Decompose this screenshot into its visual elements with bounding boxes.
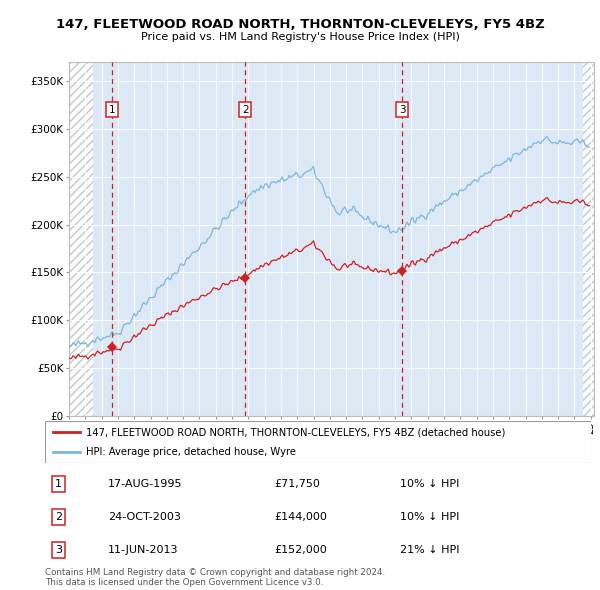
Text: £152,000: £152,000	[274, 545, 327, 555]
Text: 3: 3	[55, 545, 62, 555]
Text: 147, FLEETWOOD ROAD NORTH, THORNTON-CLEVELEYS, FY5 4BZ (detached house): 147, FLEETWOOD ROAD NORTH, THORNTON-CLEV…	[86, 427, 505, 437]
Text: 1: 1	[55, 478, 62, 489]
Text: 11-JUN-2013: 11-JUN-2013	[108, 545, 178, 555]
Text: Price paid vs. HM Land Registry's House Price Index (HPI): Price paid vs. HM Land Registry's House …	[140, 32, 460, 42]
Bar	[69, 62, 94, 416]
Text: 147, FLEETWOOD ROAD NORTH, THORNTON-CLEVELEYS, FY5 4BZ: 147, FLEETWOOD ROAD NORTH, THORNTON-CLEV…	[56, 18, 544, 31]
Text: 17-AUG-1995: 17-AUG-1995	[108, 478, 182, 489]
Text: 2: 2	[242, 105, 248, 115]
Text: £144,000: £144,000	[274, 512, 327, 522]
Bar	[583, 62, 594, 416]
Text: 2: 2	[55, 512, 62, 522]
Text: 3: 3	[399, 105, 406, 115]
Text: 24-OCT-2003: 24-OCT-2003	[108, 512, 181, 522]
Text: HPI: Average price, detached house, Wyre: HPI: Average price, detached house, Wyre	[86, 447, 296, 457]
Text: 21% ↓ HPI: 21% ↓ HPI	[400, 545, 460, 555]
Text: 1: 1	[109, 105, 115, 115]
Text: £71,750: £71,750	[274, 478, 320, 489]
FancyBboxPatch shape	[45, 421, 591, 463]
Text: Contains HM Land Registry data © Crown copyright and database right 2024.
This d: Contains HM Land Registry data © Crown c…	[45, 568, 385, 587]
Text: 10% ↓ HPI: 10% ↓ HPI	[400, 512, 459, 522]
Text: 10% ↓ HPI: 10% ↓ HPI	[400, 478, 459, 489]
